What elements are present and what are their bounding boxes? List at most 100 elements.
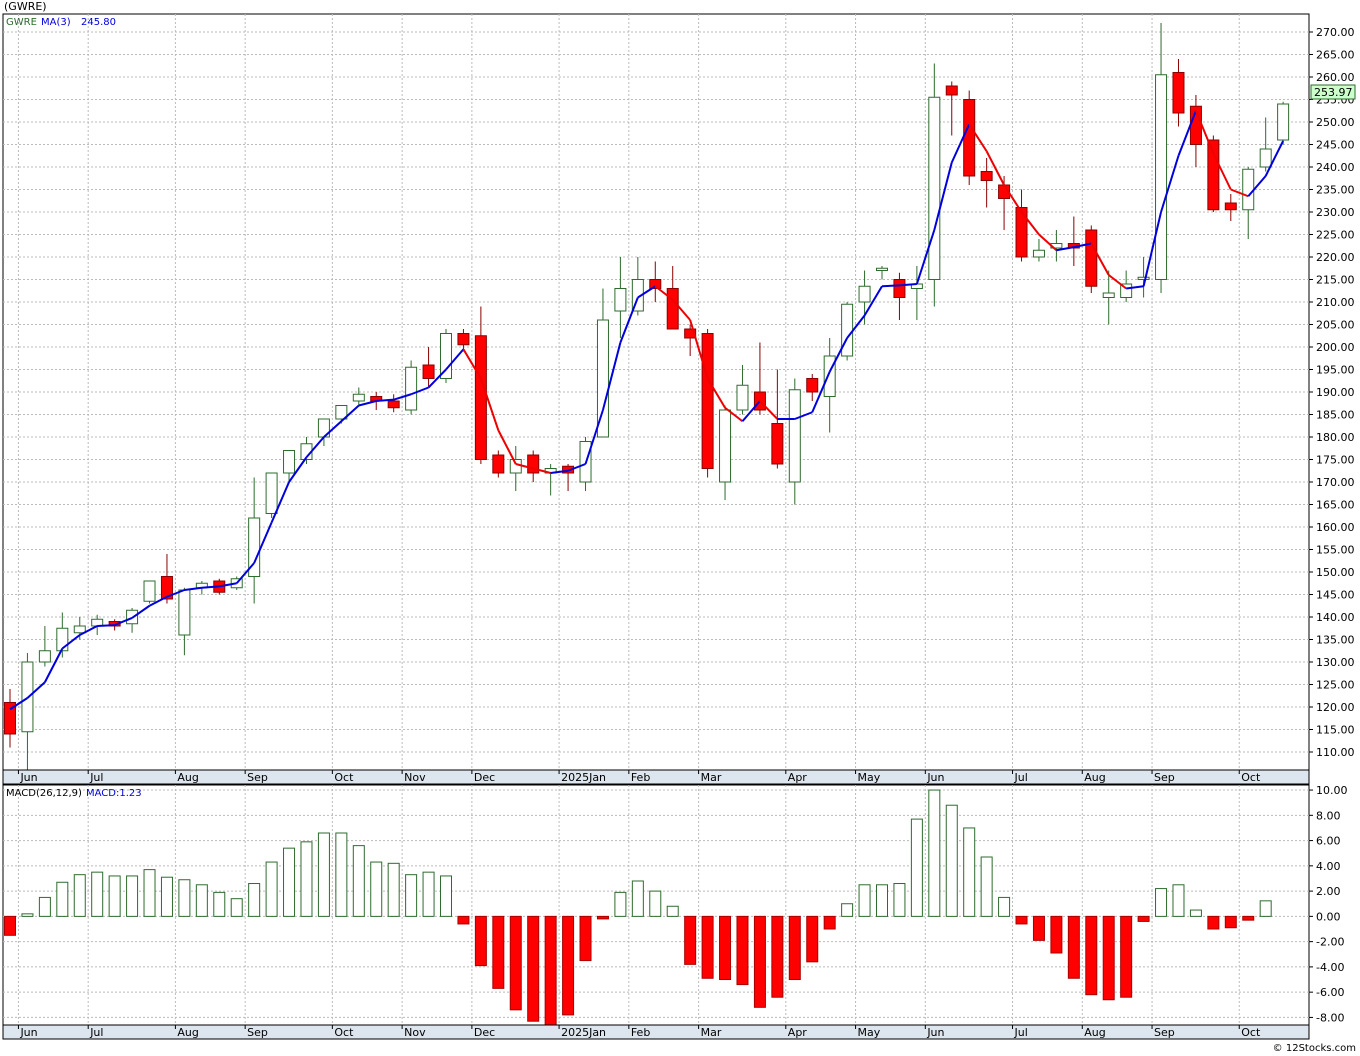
price-y-tick-label: 220.00 <box>1316 251 1355 264</box>
ma-segment <box>741 400 761 422</box>
candle-up <box>248 517 261 577</box>
macd-x-tick-label: Oct <box>334 1026 354 1039</box>
price-y-tick-label: 270.00 <box>1316 26 1355 39</box>
candle-up <box>283 450 296 474</box>
macd-bar-negative <box>1120 915 1133 998</box>
ma-segment <box>811 371 831 413</box>
ma-segment <box>1073 242 1092 249</box>
macd-bar-negative <box>701 915 714 979</box>
ma-segment <box>1090 243 1110 276</box>
ma-segment <box>985 150 1005 186</box>
price-y-tick-label: 145.00 <box>1316 589 1355 602</box>
ma-segment <box>323 420 343 438</box>
candle-up <box>38 650 51 663</box>
price-y-tick-label: 205.00 <box>1316 319 1355 332</box>
ma-segment <box>149 595 168 607</box>
candle-down <box>893 279 906 298</box>
price-y-tick-label: 115.00 <box>1316 724 1355 737</box>
candle-up <box>858 285 871 303</box>
ma-segment <box>1142 211 1163 287</box>
ma-segment <box>270 481 290 523</box>
macd-bar-negative <box>823 915 836 930</box>
ma-segment <box>219 582 237 588</box>
price-x-tick-label: Nov <box>404 771 426 784</box>
macd-legend-label: MACD(26,12,9) <box>6 788 82 799</box>
macd-y-tick-label: 0.00 <box>1316 910 1341 923</box>
macd-bar-negative <box>1102 915 1115 1001</box>
macd-legend-value: MACD:1.23 <box>86 788 142 799</box>
ma-segment <box>1230 188 1249 198</box>
candle-down <box>1207 139 1220 211</box>
ma-segment <box>253 522 273 564</box>
candle-up <box>178 589 191 636</box>
price-y-tick-label: 240.00 <box>1316 161 1355 174</box>
macd-bar-negative <box>509 915 522 1011</box>
macd-x-tick-label: Oct <box>1241 1026 1261 1039</box>
candle-up <box>1155 74 1168 280</box>
macd-bar-negative <box>1050 915 1063 954</box>
ma-segment <box>1003 184 1023 213</box>
macd-bar-negative <box>736 915 749 986</box>
ma-segment <box>724 406 744 423</box>
macd-bar-positive <box>283 847 296 917</box>
price-y-tick-label: 155.00 <box>1316 544 1355 557</box>
macd-bar-positive <box>893 883 906 917</box>
macd-bar-positive <box>126 875 139 917</box>
last-price-tag-bg <box>1310 84 1356 100</box>
ma-segment <box>1160 155 1180 213</box>
macd-bar-negative <box>457 915 470 925</box>
candle-up <box>736 384 749 411</box>
price-y-axis: 110.00 115.00 120.00 125.00 130.00 135.00 140.… <box>1309 26 1355 759</box>
ma-segment <box>828 337 849 373</box>
macd-x-tick-label: Apr <box>788 1026 808 1039</box>
macd-x-tick-label: Jul <box>1014 1026 1028 1039</box>
macd-bar-negative <box>806 915 819 963</box>
macd-bar-negative <box>753 915 766 1008</box>
ma-segment <box>1108 274 1127 290</box>
macd-bar-negative <box>562 915 575 1016</box>
price-x-tick-label: Feb <box>631 771 650 784</box>
macd-bar-positive <box>195 884 208 917</box>
ma-segment <box>445 348 465 371</box>
candle-down <box>422 364 435 379</box>
macd-x-tick-label: Mar <box>701 1026 722 1039</box>
macd-bar-negative <box>1015 915 1028 925</box>
price-y-tick-label: 235.00 <box>1316 184 1355 197</box>
price-y-tick-label: 190.00 <box>1316 386 1355 399</box>
macd-bar-positive <box>56 881 69 917</box>
candle-up <box>509 459 522 474</box>
candle-up <box>1242 168 1255 211</box>
candle-up <box>1259 148 1272 168</box>
candle-down <box>474 335 487 460</box>
macd-bar-positive <box>352 845 365 917</box>
ma-segment <box>654 285 674 301</box>
macd-bar-positive <box>387 862 400 917</box>
candle-up <box>788 389 801 483</box>
macd-bar-positive <box>160 876 173 917</box>
ma-segment <box>479 378 500 431</box>
macd-bar-positive <box>440 875 452 917</box>
price-x-tick-label: Mar <box>701 771 722 784</box>
ma-segment <box>846 314 866 339</box>
macd-bar-positive <box>928 789 941 917</box>
candle-down <box>492 454 505 474</box>
price-y-tick-label: 150.00 <box>1316 566 1355 579</box>
ma-segment <box>166 589 185 598</box>
macd-y-tick-label: -4.00 <box>1316 961 1344 974</box>
macd-bar-negative <box>1242 915 1255 921</box>
ma-segment <box>235 562 255 584</box>
candle-up <box>265 472 278 514</box>
ma-segment <box>427 368 447 389</box>
macd-bar-positive <box>858 884 871 917</box>
price-y-tick-label: 130.00 <box>1316 656 1355 669</box>
macd-bar-positive <box>370 861 383 917</box>
macd-bar-positive <box>998 896 1011 917</box>
macd-x-tick-label: Aug <box>177 1026 198 1039</box>
ma-segment <box>1247 175 1267 197</box>
candle-up <box>1120 283 1133 298</box>
macd-x-tick-label: Sep <box>1154 1026 1175 1039</box>
ma-segment <box>863 285 883 317</box>
macd-bar-negative <box>1067 915 1080 979</box>
macd-bar-negative <box>474 915 487 967</box>
ma-segment <box>184 586 202 591</box>
